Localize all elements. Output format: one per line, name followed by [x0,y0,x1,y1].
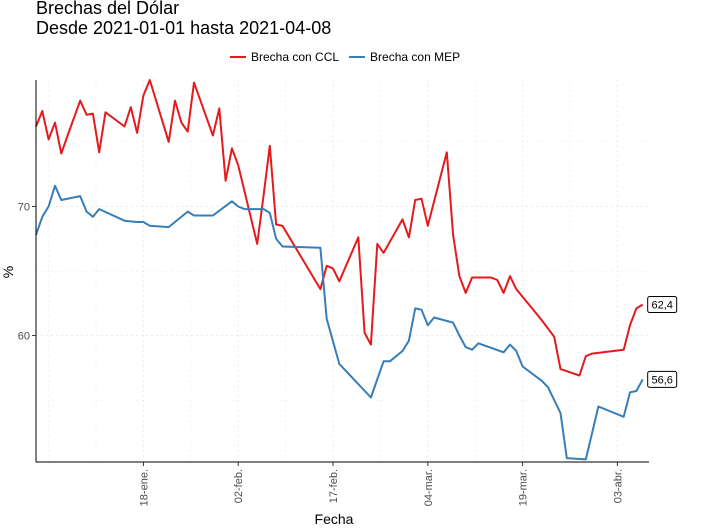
axis-ticks: 60 70 18-ene. 02-feb. 17-feb. 04-mar. 19-mar. 0… [18,201,625,506]
chart-title: Brechas del Dólar [36,0,180,18]
x-tick-label: 17-feb. [328,469,340,503]
end-label-box [647,370,678,388]
series-line-mep [35,184,644,461]
chart-subtitle: Desde 2021-01-01 hasta 2021-04-08 [36,18,332,38]
legend-key-mep [349,56,366,58]
y-tick-label: 70 [18,201,30,213]
end-label-text: 62,4 [651,300,672,312]
end-label-ccl: 62,4 [647,296,678,314]
y-axis-title: % [0,266,16,278]
series-lines [35,79,644,461]
x-tick-label: 19-mar. [518,469,530,506]
x-tick-label: 02-feb. [233,469,245,503]
x-tick-label: 03-abr. [612,469,624,503]
axes [35,80,649,463]
end-label-box [647,296,678,314]
series-line-ccl [35,79,644,377]
gridlines [36,80,649,462]
end-labels: 62,4 56,6 [647,296,678,388]
legend-label-ccl: Brecha con CCL [251,50,340,64]
legend-item-ccl: Brecha con CCL [230,50,339,64]
x-tick-label: 04-mar. [423,469,435,506]
x-axis-title: Fecha [315,511,354,527]
legend-item-mep: Brecha con MEP [349,50,460,64]
legend-key-ccl [230,56,246,58]
x-tick-label: 18-ene. [138,469,150,506]
end-label-text: 56,6 [651,374,672,386]
legend: Brecha con CCL Brecha con MEP [230,50,470,64]
legend-label-mep: Brecha con MEP [370,50,461,64]
y-tick-label: 60 [18,331,30,343]
end-label-mep: 56,6 [647,370,678,388]
